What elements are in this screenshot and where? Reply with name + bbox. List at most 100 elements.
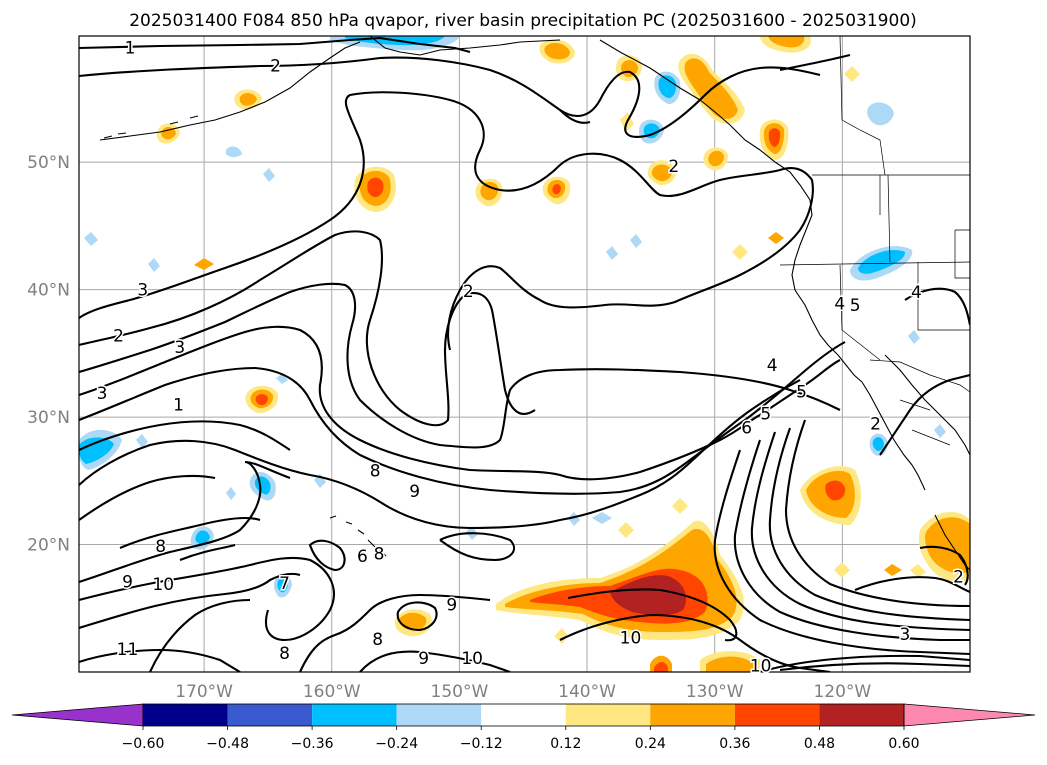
precip-blob <box>367 177 384 198</box>
contour-line <box>79 474 216 521</box>
precip-blob <box>651 164 672 182</box>
contour-label: 8 <box>372 630 383 650</box>
precip-blob-negative <box>934 424 946 438</box>
contour-line <box>713 449 970 656</box>
precip-blob <box>910 564 926 578</box>
precip-blob <box>844 66 860 82</box>
lon-tick-label: 150°W <box>431 682 489 702</box>
contour-label: 5 <box>760 404 771 424</box>
precip-blob-negative <box>630 234 642 248</box>
colorbar-segment <box>650 704 735 726</box>
map-frame <box>78 35 971 673</box>
precip-blob-negative <box>276 374 288 384</box>
lat-tick-label: 20°N <box>27 536 70 556</box>
contour-label: 2 <box>113 327 124 347</box>
colorbar-tick-label: −0.12 <box>460 736 503 752</box>
hawaii-islands <box>329 515 387 557</box>
contour-label: 5 <box>850 296 861 316</box>
contour-line <box>79 230 536 427</box>
contour-line <box>79 282 841 449</box>
colorbar-tick-label: 0.48 <box>804 736 835 752</box>
precip-blob <box>552 184 561 195</box>
precip-blob <box>654 662 668 672</box>
contour-line <box>439 532 516 562</box>
contour-line <box>559 53 851 124</box>
colorbar-segment <box>143 704 228 726</box>
contour-label: 1 <box>173 395 184 415</box>
precip-blob <box>239 93 257 106</box>
precip-blob-negative <box>277 577 288 593</box>
contour-label: 3 <box>174 338 185 358</box>
contour-line <box>119 516 261 561</box>
contour-label: 10 <box>620 629 642 649</box>
contour-line <box>879 373 970 456</box>
lat-tick-label: 30°N <box>27 408 70 428</box>
contour-line <box>768 427 970 622</box>
colorbar-segment <box>481 704 566 726</box>
contour-line <box>79 91 814 351</box>
political-borders <box>779 36 970 446</box>
contour-label: 6 <box>357 547 368 567</box>
colorbar-segment <box>396 704 482 726</box>
precip-blob <box>194 258 214 270</box>
lon-tick-label: 170°W <box>175 682 233 702</box>
contour-label: 2 <box>463 282 474 302</box>
contour-line <box>149 598 251 672</box>
colorbar-tick-label: −0.36 <box>291 736 334 752</box>
precip-plume-darkred <box>610 575 687 616</box>
contour-label: 2 <box>270 56 281 76</box>
colorbar-extend-low <box>11 703 144 727</box>
contour-label: 9 <box>418 649 429 669</box>
contour-label: 6 <box>741 418 752 438</box>
alaska-coast <box>369 36 561 56</box>
contour-label: 3 <box>137 281 148 301</box>
contour-label: 2 <box>668 157 679 177</box>
contour-line <box>79 36 471 54</box>
contour-line <box>559 613 831 672</box>
precip-blob <box>768 128 781 147</box>
precip-blob-negative <box>658 75 677 99</box>
contour-label: 5 <box>796 383 807 403</box>
lon-tick-label: 130°W <box>686 682 744 702</box>
contour-label: 9 <box>122 573 133 593</box>
precip-blob-negative <box>314 474 326 488</box>
contour-label: 10 <box>750 657 772 677</box>
contour-label: 10 <box>152 575 174 595</box>
precip-blob-negative <box>226 487 236 500</box>
precip-blob-negative <box>195 530 210 545</box>
colorbar-tick-label: 0.24 <box>635 736 666 752</box>
mexico-states <box>899 399 951 446</box>
precip-blob-negative <box>592 512 612 524</box>
contour-label: 1 <box>125 38 136 58</box>
state-borders <box>779 36 970 361</box>
precip-blob-negative <box>858 249 906 274</box>
lat-tick-label: 50°N <box>27 153 70 173</box>
us-mexico-border <box>869 359 970 393</box>
precip-blob <box>161 127 176 140</box>
precip-blob-negative <box>136 434 148 448</box>
contour-line <box>79 325 841 481</box>
contour-label: 4 <box>834 295 845 315</box>
contour-line <box>79 56 821 138</box>
contour-line <box>79 648 241 672</box>
contour-label: 3 <box>899 625 910 645</box>
precip-blob-negative <box>79 437 114 464</box>
aleutian-coast <box>99 41 361 141</box>
contour-label: 8 <box>374 544 385 564</box>
contour-label: 10 <box>461 649 483 669</box>
colorbar-segment <box>819 704 904 726</box>
colorbar-tick-label: 0.60 <box>888 736 919 752</box>
contour-label: 4 <box>767 356 778 376</box>
colorbar-tick-label: −0.24 <box>375 736 418 752</box>
lon-tick-label: 120°W <box>813 682 871 702</box>
contour-line <box>79 379 801 530</box>
precip-blob <box>834 562 850 578</box>
colorbar-tick-label: 0.12 <box>550 736 581 752</box>
contour-label: 8 <box>370 462 381 482</box>
chart-title: 2025031400 F084 850 hPa qvapor, river ba… <box>129 11 917 31</box>
colorbar-segment <box>734 704 820 726</box>
graticule <box>79 36 970 672</box>
precip-blob-negative <box>84 232 98 246</box>
